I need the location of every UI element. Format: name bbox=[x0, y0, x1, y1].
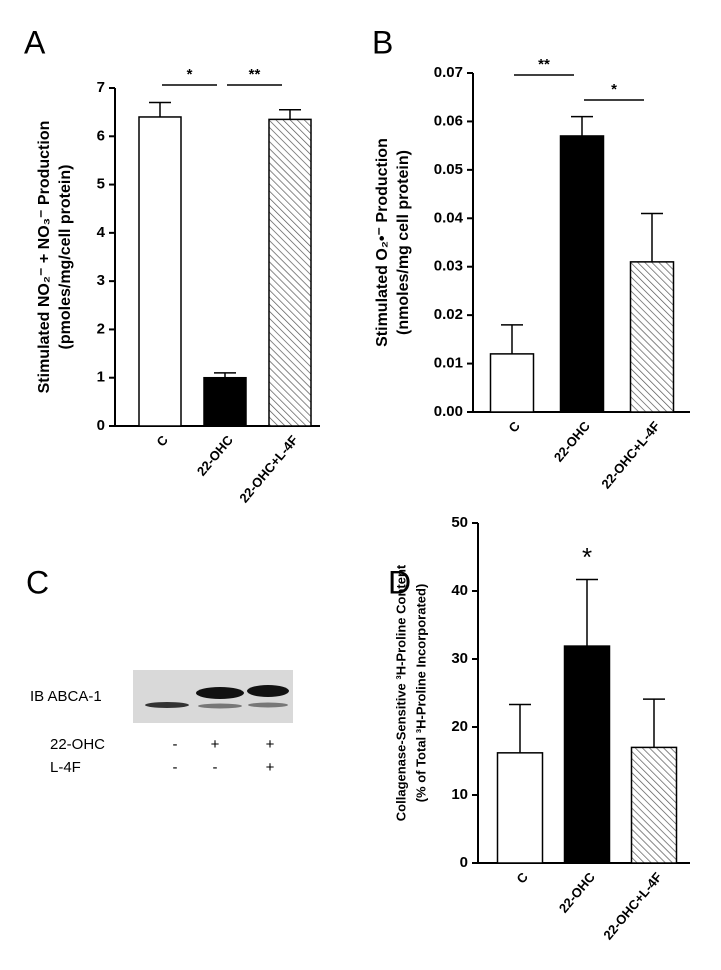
blot-band bbox=[196, 687, 244, 699]
row-label: L-4F bbox=[50, 759, 81, 776]
blot-band bbox=[247, 685, 289, 697]
bar bbox=[496, 752, 544, 864]
y-tick-label: 6 bbox=[97, 127, 105, 144]
bar bbox=[203, 376, 247, 427]
treatment-sign: - bbox=[173, 759, 178, 776]
panel-label: A bbox=[24, 24, 46, 60]
blot-band bbox=[248, 702, 288, 708]
chart: A Stimulated NO₂⁻ + NO₃⁻ Production (pmole… bbox=[24, 24, 320, 506]
treatment-sign: - bbox=[213, 759, 218, 776]
y-tick-label: 0.05 bbox=[434, 161, 463, 178]
x-tick-label: 22-OHC+L-4F bbox=[598, 418, 663, 491]
bar bbox=[489, 353, 535, 413]
x-tick-label: 22-OHC bbox=[551, 418, 594, 465]
y-tick-label: 10 bbox=[451, 786, 468, 803]
y-tick-label: 20 bbox=[451, 718, 468, 735]
panel-label: B bbox=[372, 24, 393, 60]
treatment-sign: + bbox=[211, 736, 220, 753]
y-axis-label: Stimulated O₂•⁻ Production bbox=[374, 138, 391, 347]
y-tick-label: 0 bbox=[97, 417, 105, 434]
y-tick-label: 0.01 bbox=[434, 355, 463, 372]
y-axis-label: Collagenase-Sensitive ³H-Proline Content bbox=[393, 564, 408, 821]
y-tick-label: 3 bbox=[97, 272, 105, 289]
significance-label: ** bbox=[538, 56, 550, 73]
row-label: 22-OHC bbox=[50, 736, 105, 753]
y-tick-label: 0.03 bbox=[434, 258, 463, 275]
y-tick-label: 2 bbox=[97, 320, 105, 337]
y-axis-label: (% of Total ³H-Proline Incorporated) bbox=[413, 584, 428, 803]
panel-label: D bbox=[388, 564, 411, 600]
y-tick-label: 7 bbox=[97, 79, 105, 96]
x-tick-label: C bbox=[153, 432, 171, 449]
blot-band bbox=[198, 703, 242, 709]
treatment-sign: + bbox=[266, 736, 275, 753]
y-tick-label: 4 bbox=[97, 224, 106, 241]
y-axis-label: Stimulated NO₂⁻ + NO₃⁻ Production bbox=[36, 121, 53, 394]
x-tick-label: C bbox=[505, 418, 523, 435]
y-tick-label: 0 bbox=[460, 854, 468, 871]
y-tick-label: 50 bbox=[451, 514, 468, 531]
bar bbox=[563, 645, 611, 864]
y-tick-label: 0.00 bbox=[434, 403, 463, 420]
significance-label: * bbox=[611, 81, 617, 98]
treatment-sign: - bbox=[173, 736, 178, 753]
bar bbox=[629, 261, 675, 413]
bar bbox=[268, 118, 312, 427]
bar bbox=[630, 746, 678, 864]
bar bbox=[138, 116, 182, 427]
y-tick-label: 30 bbox=[451, 650, 468, 667]
y-tick-label: 0.04 bbox=[434, 209, 464, 226]
y-tick-label: 0.02 bbox=[434, 306, 463, 323]
chart: B Stimulated O₂•⁻ Production (nmoles/mg ce… bbox=[372, 24, 690, 492]
blot-panel: C IB ABCA-1 bbox=[26, 564, 293, 723]
significance-label: * bbox=[187, 66, 193, 83]
y-tick-label: 0.07 bbox=[434, 64, 463, 81]
y-axis-label: (pmoles/mg/cell protein) bbox=[57, 165, 74, 350]
significance-label: ** bbox=[249, 66, 261, 83]
significance-label: * bbox=[582, 542, 592, 572]
y-axis-label: (nmoles/mg cell protein) bbox=[395, 150, 412, 335]
x-tick-label: 22-OHC bbox=[194, 432, 237, 479]
y-tick-label: 5 bbox=[97, 176, 105, 193]
x-tick-label: 22-OHC+L-4F bbox=[600, 869, 665, 942]
y-tick-label: 0.06 bbox=[434, 112, 463, 129]
y-tick-label: 1 bbox=[97, 369, 105, 386]
antibody-label: IB ABCA-1 bbox=[30, 688, 102, 705]
x-tick-label: C bbox=[513, 869, 531, 886]
panel-label: C bbox=[26, 564, 49, 600]
x-tick-label: 22-OHC bbox=[556, 869, 599, 916]
treatment-sign: + bbox=[266, 759, 275, 776]
y-tick-label: 40 bbox=[451, 582, 468, 599]
blot-band bbox=[145, 702, 189, 708]
bar bbox=[559, 135, 605, 413]
x-tick-label: 22-OHC+L-4F bbox=[236, 432, 301, 505]
